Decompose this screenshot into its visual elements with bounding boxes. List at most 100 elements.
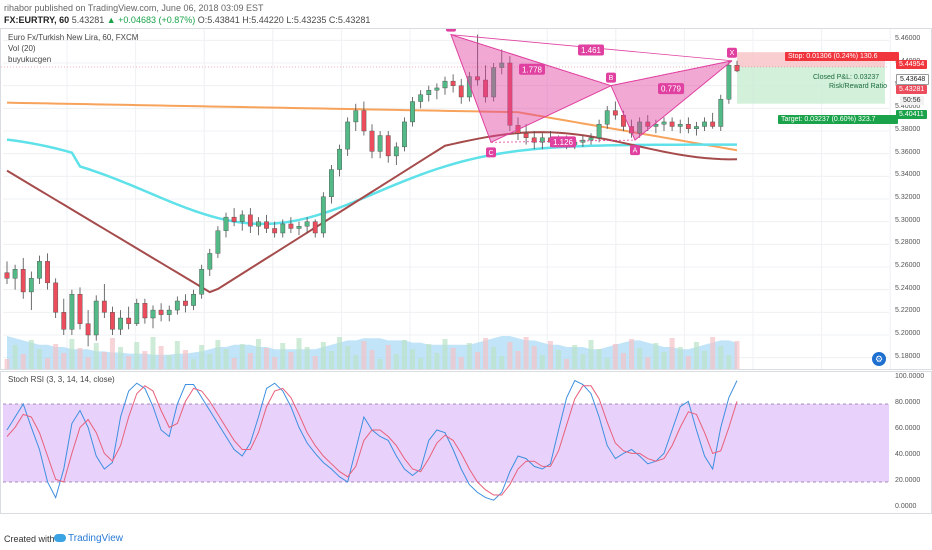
pattern-point-label: C [488, 150, 493, 157]
rsi-title[interactable]: Stoch RSI (3, 3, 14, 14, close) [8, 375, 115, 384]
volume-bar [661, 352, 667, 369]
pattern-ratio-box [658, 83, 684, 95]
candle-body [28, 278, 34, 293]
pattern-point-label: B [609, 75, 614, 82]
candle-body [85, 323, 91, 336]
pattern-point-label: A [633, 148, 638, 155]
volume-bar [93, 343, 99, 369]
rsi-pane[interactable] [0, 371, 932, 514]
volume-bar [434, 353, 440, 369]
pattern-ratio-box [550, 136, 576, 148]
candle-body [272, 228, 278, 234]
candle-body [53, 282, 59, 313]
price-axis-label: 5.28000 [895, 239, 921, 247]
volume-bar [158, 346, 164, 369]
candle-body [645, 121, 651, 127]
symbol-label[interactable]: FX:EURTRY, 60 [4, 15, 70, 25]
volume-bar [702, 351, 708, 369]
legend-title[interactable]: Euro Fx/Turkish New Lira, 60, FXCM [8, 33, 139, 42]
pattern-point-marker [446, 29, 456, 32]
volume-bar [393, 354, 399, 369]
price-axis-label: 5.34000 [895, 171, 921, 179]
volume-bar [142, 351, 148, 369]
settings-icon[interactable]: ⚙ [872, 352, 886, 366]
candle-body [158, 309, 164, 315]
volume-bar [247, 353, 253, 369]
candle-body [385, 135, 391, 157]
footer-brand[interactable]: TradingView [68, 533, 124, 544]
volume-bar [685, 356, 691, 369]
price-tag-b: 5.43648 [896, 74, 930, 85]
candle-body [101, 300, 107, 313]
volume-bar [693, 342, 699, 369]
candle-body [637, 121, 643, 134]
volume-bar [596, 349, 602, 369]
price-axis-label: 5.32000 [895, 194, 921, 201]
candle-body [710, 121, 716, 127]
change-value: ▲ +0.04683 (+0.87%) [106, 15, 196, 25]
candle-body [12, 269, 18, 279]
risk-reward-tag: Risk/Reward Ratio [829, 83, 887, 90]
pattern-triangle-dcb [450, 33, 613, 144]
pattern-triangle-bax [610, 60, 733, 141]
volume-bar [677, 347, 683, 369]
candle-body [166, 309, 172, 315]
candle-body [223, 216, 229, 231]
rsi-chart-svg[interactable] [1, 372, 931, 513]
ma-brown-line [6, 131, 738, 294]
candle-body [199, 269, 205, 295]
volume-bar [442, 339, 448, 369]
candle-body [483, 79, 488, 98]
candle-body [466, 76, 472, 98]
candle-body [296, 225, 302, 229]
rsi-series-line [6, 385, 738, 496]
volume-bar [588, 340, 594, 369]
price-tag-d: 5.40411 [896, 110, 927, 119]
candle-body [215, 230, 221, 254]
stop-tag: Stop: 0.01306 (0.24%) 130.6 [785, 52, 899, 61]
volume-bar [320, 342, 326, 369]
volume-bar [191, 359, 197, 369]
candle-body [256, 221, 261, 227]
candle-body [231, 216, 237, 222]
candle-body [702, 121, 707, 127]
volume-bar [401, 340, 407, 369]
candle-body [45, 261, 50, 284]
legend-indicator[interactable]: buyukucgen [8, 55, 52, 64]
publisher-text: rihabor published on TradingView.com, Ju… [4, 3, 264, 13]
volume-bar [207, 354, 213, 369]
candle-body [20, 269, 26, 293]
chart-legend: Euro Fx/Turkish New Lira, 60, FXCM Vol (… [8, 32, 138, 65]
pattern-line-bx [610, 60, 733, 87]
candle-body [377, 135, 383, 152]
candle-body [475, 76, 480, 81]
volume-bar [669, 338, 675, 369]
ma-orange-line [6, 101, 738, 152]
volume-bar [361, 341, 367, 369]
volume-bar [580, 354, 586, 369]
candle-body [361, 110, 367, 132]
candle-body [402, 121, 407, 148]
candle-body [726, 65, 732, 100]
candle-body [491, 67, 497, 98]
candle-body [191, 294, 196, 306]
candle-body [134, 303, 140, 324]
volume-bar [231, 358, 237, 369]
volume-bar [288, 352, 294, 369]
rsi-axis-label: 80.0000 [895, 399, 921, 406]
volume-bar [515, 351, 521, 369]
volume-bar [466, 343, 472, 369]
price-tag-a: 5.44954 [896, 60, 928, 69]
volume-bar [109, 338, 115, 369]
price-chart-svg[interactable]: D C B A X 1.778 1.461 0.779 1.126 [1, 29, 931, 369]
price-pane[interactable]: D C B A X 1.778 1.461 0.779 1.126 [0, 28, 932, 370]
price-tag-c: 5.43281 [896, 85, 928, 94]
volume-bar [385, 345, 391, 369]
volume-bar [620, 353, 626, 369]
price-axis-label: 5.30000 [895, 216, 921, 224]
volume-bar [166, 355, 172, 369]
candle-body [4, 272, 10, 279]
volume-bar [572, 345, 578, 369]
pattern-ratio-label: 1.461 [581, 46, 602, 55]
legend-vol[interactable]: Vol (20) [8, 44, 36, 53]
